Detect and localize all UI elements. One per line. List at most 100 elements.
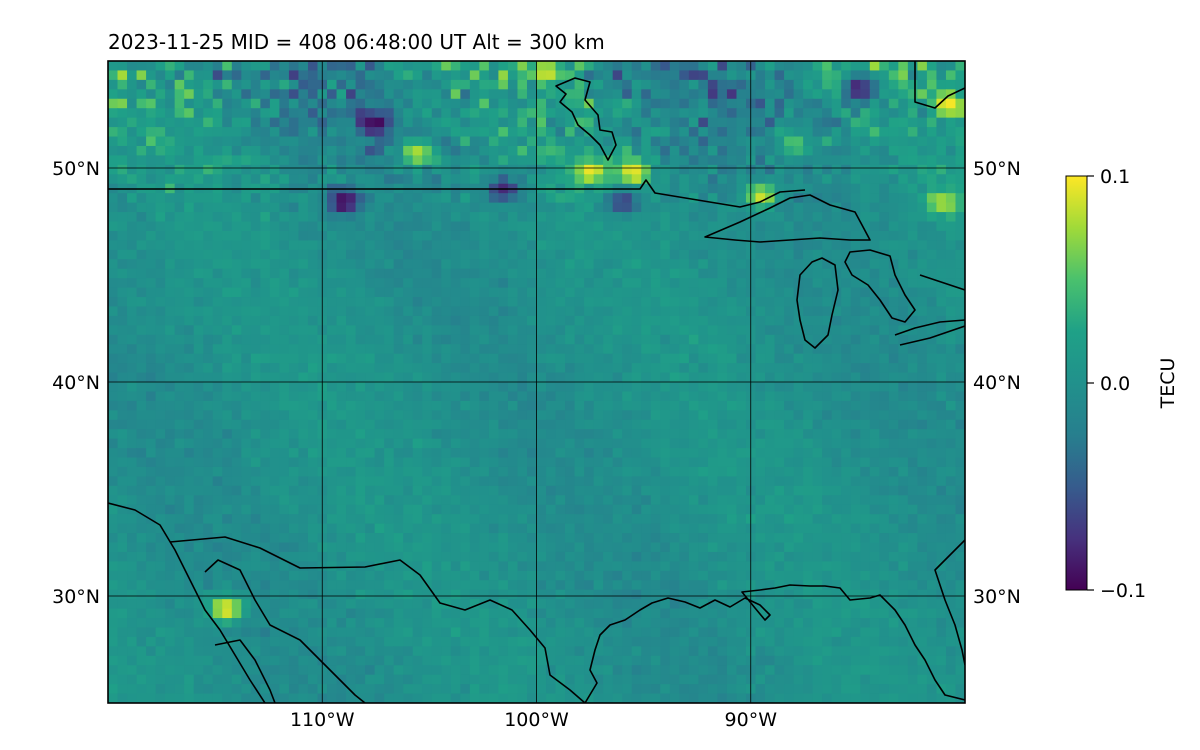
- heatmap-cell: [517, 278, 528, 289]
- heatmap-cell: [679, 306, 690, 317]
- heatmap-cell: [574, 315, 585, 326]
- heatmap-cell: [660, 353, 671, 364]
- heatmap-cell: [688, 514, 699, 525]
- heatmap-cell: [355, 523, 366, 534]
- heatmap-cell: [888, 193, 899, 204]
- heatmap-cell: [146, 249, 157, 260]
- heatmap-cell: [307, 136, 319, 147]
- heatmap-cell: [850, 419, 861, 430]
- heatmap-cell: [117, 136, 128, 147]
- heatmap-cell: [955, 117, 965, 128]
- heatmap-cell: [507, 240, 519, 251]
- heatmap-cell: [327, 145, 338, 157]
- heatmap-cell: [241, 127, 252, 138]
- heatmap-cell: [260, 561, 271, 572]
- heatmap-cell: [488, 410, 500, 421]
- heatmap-cell: [669, 89, 680, 100]
- heatmap-cell: [469, 533, 480, 544]
- heatmap-cell: [784, 117, 795, 128]
- heatmap-cell: [945, 183, 957, 194]
- heatmap-cell: [822, 145, 833, 157]
- heatmap-cell: [869, 466, 880, 478]
- heatmap-cell: [860, 127, 871, 138]
- heatmap-cell: [136, 230, 147, 241]
- heatmap-cell: [269, 457, 280, 468]
- heatmap-cell: [307, 127, 319, 138]
- heatmap-cell: [355, 334, 366, 345]
- heatmap-cell: [736, 136, 747, 147]
- heatmap-cell: [136, 419, 147, 430]
- heatmap-cell: [498, 344, 509, 355]
- heatmap-cell: [441, 108, 452, 119]
- heatmap-cell: [526, 325, 538, 336]
- map-area[interactable]: [108, 61, 966, 704]
- heatmap-cell: [584, 429, 595, 440]
- heatmap-cell: [412, 259, 423, 270]
- heatmap-cell: [422, 372, 433, 383]
- heatmap-cell: [688, 363, 699, 374]
- heatmap-cell: [555, 117, 566, 128]
- heatmap-cell: [184, 145, 195, 157]
- heatmap-cell: [479, 70, 490, 81]
- heatmap-cell: [517, 391, 528, 402]
- heatmap-cell: [269, 391, 280, 402]
- heatmap-cell: [860, 202, 871, 213]
- heatmap-cell: [841, 476, 852, 487]
- heatmap-cell: [631, 438, 642, 449]
- heatmap-cell: [726, 372, 738, 383]
- heatmap-cell: [955, 438, 965, 449]
- heatmap-cell: [717, 193, 728, 204]
- heatmap-cell: [241, 61, 252, 72]
- heatmap-cell: [136, 306, 147, 317]
- heatmap-cell: [736, 391, 747, 402]
- heatmap-cell: [403, 495, 414, 506]
- heatmap-cell: [346, 448, 357, 459]
- heatmap-cell: [869, 448, 880, 459]
- heatmap-cell: [765, 259, 776, 270]
- heatmap-cell: [403, 287, 414, 298]
- heatmap-cell: [250, 155, 261, 166]
- heatmap-cell: [631, 249, 642, 260]
- heatmap-cell: [869, 504, 880, 515]
- heatmap-cell: [660, 164, 671, 175]
- heatmap-cell: [755, 193, 766, 204]
- heatmap-cell: [555, 212, 566, 223]
- heatmap-cell: [517, 164, 528, 175]
- heatmap-cell: [184, 117, 195, 128]
- heatmap-cell: [136, 551, 147, 562]
- heatmap-cell: [784, 259, 795, 270]
- heatmap-cell: [574, 533, 585, 544]
- heatmap-cell: [707, 70, 719, 81]
- heatmap-cell: [184, 278, 195, 289]
- heatmap-cell: [860, 382, 871, 393]
- heatmap-cell: [945, 193, 957, 204]
- heatmap-cell: [955, 98, 965, 109]
- heatmap-cell: [917, 268, 928, 279]
- heatmap-cell: [488, 79, 500, 90]
- heatmap-cell: [517, 400, 528, 411]
- heatmap-cell: [812, 533, 823, 544]
- heatmap-cell: [765, 429, 776, 440]
- heatmap-cell: [736, 315, 747, 326]
- heatmap-cell: [127, 278, 138, 289]
- heatmap-cell: [307, 533, 319, 544]
- heatmap-cell: [450, 523, 461, 534]
- heatmap-cell: [203, 353, 214, 364]
- heatmap-cell: [641, 287, 652, 298]
- heatmap-cell: [479, 372, 490, 383]
- heatmap-cell: [660, 240, 671, 251]
- heatmap-cell: [574, 410, 585, 421]
- heatmap-cell: [174, 580, 185, 591]
- heatmap-cell: [812, 438, 823, 449]
- heatmap-cell: [450, 429, 461, 440]
- heatmap-cell: [650, 268, 661, 279]
- heatmap-cell: [393, 570, 404, 581]
- heatmap-cell: [907, 372, 918, 383]
- heatmap-cell: [869, 372, 880, 383]
- heatmap-cell: [679, 212, 690, 223]
- heatmap-cell: [850, 514, 861, 525]
- heatmap-cell: [612, 278, 623, 289]
- heatmap-cell: [155, 98, 166, 109]
- heatmap-cell: [336, 297, 347, 308]
- heatmap-cell: [679, 202, 690, 213]
